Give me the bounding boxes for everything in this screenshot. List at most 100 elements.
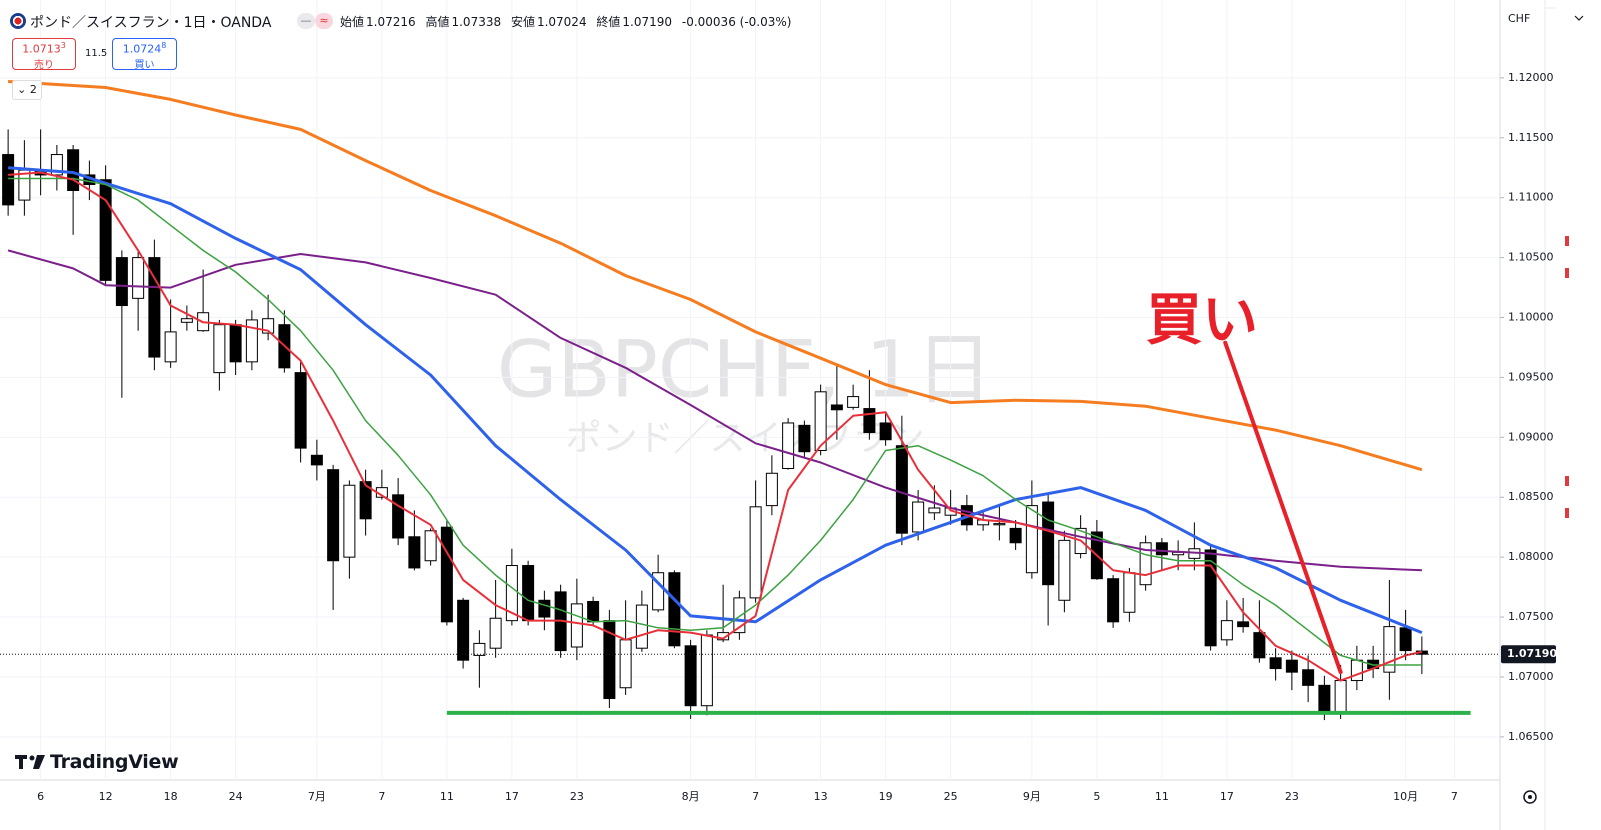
candle-body — [1155, 542, 1168, 556]
candle-body — [749, 506, 762, 599]
candle-body — [782, 422, 795, 469]
y-tick-label: 1.12000 — [1508, 71, 1554, 84]
sell-button[interactable]: 1.07133 売り — [12, 38, 76, 71]
candle-body — [1107, 578, 1120, 623]
candle-body — [1269, 657, 1282, 670]
candle-body — [863, 408, 876, 434]
x-tick-label: 7月 — [308, 790, 326, 803]
candle-body — [473, 642, 486, 656]
candle-body — [359, 481, 372, 520]
candle-body — [830, 404, 843, 411]
x-tick-label: 5 — [1093, 790, 1100, 803]
last-price-box — [1501, 645, 1556, 664]
x-tick-label: 10月 — [1393, 790, 1418, 803]
buy-price-main[interactable]: 1.0724 — [122, 42, 162, 56]
y-tick-label: 1.07500 — [1508, 610, 1554, 623]
candle-body — [1009, 527, 1022, 544]
candle-body — [684, 645, 697, 707]
spread: 11.5 — [85, 48, 108, 59]
candle-body — [180, 318, 193, 323]
sell-price-main[interactable]: 1.0713 — [22, 42, 61, 56]
candle-body — [1220, 620, 1233, 641]
candle-body — [392, 494, 405, 539]
last-price-label: 1.07190 — [1507, 647, 1557, 660]
sell-label[interactable]: 売り — [34, 59, 54, 71]
candle-body — [668, 572, 681, 647]
low-label: 安値 — [510, 15, 535, 29]
gear-ring[interactable] — [1523, 790, 1537, 804]
ma-line — [8, 177, 1422, 666]
candle-body — [652, 572, 665, 611]
candle-body — [132, 257, 145, 299]
buy-button[interactable]: 1.07248 買い — [112, 38, 177, 71]
indicator-count[interactable]: 2 — [29, 83, 37, 96]
ma-line — [7, 166, 1423, 634]
buy-price-sup[interactable]: 8 — [161, 41, 167, 50]
candle-body — [879, 422, 892, 441]
pill-icon[interactable]: — — [297, 13, 315, 29]
currency-dropdown-arrow[interactable] — [1574, 15, 1584, 21]
candle-body — [895, 445, 908, 534]
x-tick-label: 8月 — [682, 790, 700, 803]
settings-icon[interactable] — [1523, 790, 1537, 804]
candle-body — [847, 396, 860, 408]
candle-body — [343, 484, 356, 558]
candle-body — [213, 324, 226, 374]
candle-body — [1204, 549, 1217, 647]
candle-body — [1383, 626, 1396, 673]
x-tick-label: 6 — [37, 790, 44, 803]
candle-body — [912, 501, 925, 533]
candle-body — [1058, 539, 1071, 601]
candle-body — [814, 391, 827, 452]
x-tick-label: 19 — [879, 790, 893, 803]
sell-price-sup[interactable]: 3 — [60, 41, 66, 50]
side-marker — [1565, 236, 1569, 246]
y-tick-label: 1.06500 — [1508, 730, 1554, 743]
candle-body — [1302, 669, 1315, 686]
ma-line — [8, 80, 1423, 472]
buy-label[interactable]: 買い — [134, 59, 155, 71]
x-tick-label: 17 — [505, 790, 519, 803]
currency[interactable]: CHF — [1508, 12, 1531, 25]
y-tick-label: 1.08500 — [1508, 490, 1554, 503]
x-tick-label: 23 — [570, 790, 584, 803]
candle-body — [99, 179, 112, 281]
gear-hub[interactable] — [1528, 795, 1532, 799]
y-tick-label: 1.11000 — [1508, 191, 1554, 204]
close-label: 終値 — [596, 15, 621, 29]
candle-body — [229, 324, 242, 363]
y-tick-label: 1.09000 — [1508, 430, 1554, 443]
candle-body — [67, 149, 80, 192]
y-tick-label: 1.07000 — [1508, 670, 1554, 683]
candle-body — [245, 319, 258, 363]
candle-body — [993, 523, 1006, 526]
x-tick-label: 23 — [1285, 790, 1299, 803]
indicator-toggle[interactable]: ⌄ 2 — [12, 80, 42, 100]
symbol-title[interactable]: ポンド／スイスフラン・1日・OANDA — [30, 15, 272, 31]
close-value: 1.07190 — [622, 15, 673, 29]
annotation-arrow — [1223, 340, 1343, 675]
x-tick-label: 7 — [378, 790, 385, 803]
x-tick-label: 7 — [1451, 790, 1458, 803]
candle-body — [424, 530, 437, 562]
candle-body — [733, 597, 746, 634]
pill-icon[interactable]: ≈ — [315, 13, 333, 29]
candle-body — [294, 372, 307, 449]
candle-body — [310, 454, 323, 466]
candle-body — [928, 507, 941, 514]
sell-price[interactable]: 1.07133 — [13, 41, 75, 56]
side-marker — [1565, 476, 1569, 486]
candle-body — [717, 632, 730, 641]
candle-body — [164, 331, 177, 363]
low-value: 1.07024 — [536, 15, 587, 29]
side-marker — [1565, 508, 1569, 518]
logo-dot — [29, 755, 35, 761]
candle-body — [1253, 632, 1266, 659]
candle-body — [489, 617, 502, 649]
x-tick-label: 24 — [229, 790, 243, 803]
buy-price[interactable]: 1.07248 — [113, 41, 176, 56]
x-tick-label: 12 — [99, 790, 113, 803]
x-tick-label: 7 — [752, 790, 759, 803]
candle-body — [522, 565, 535, 622]
